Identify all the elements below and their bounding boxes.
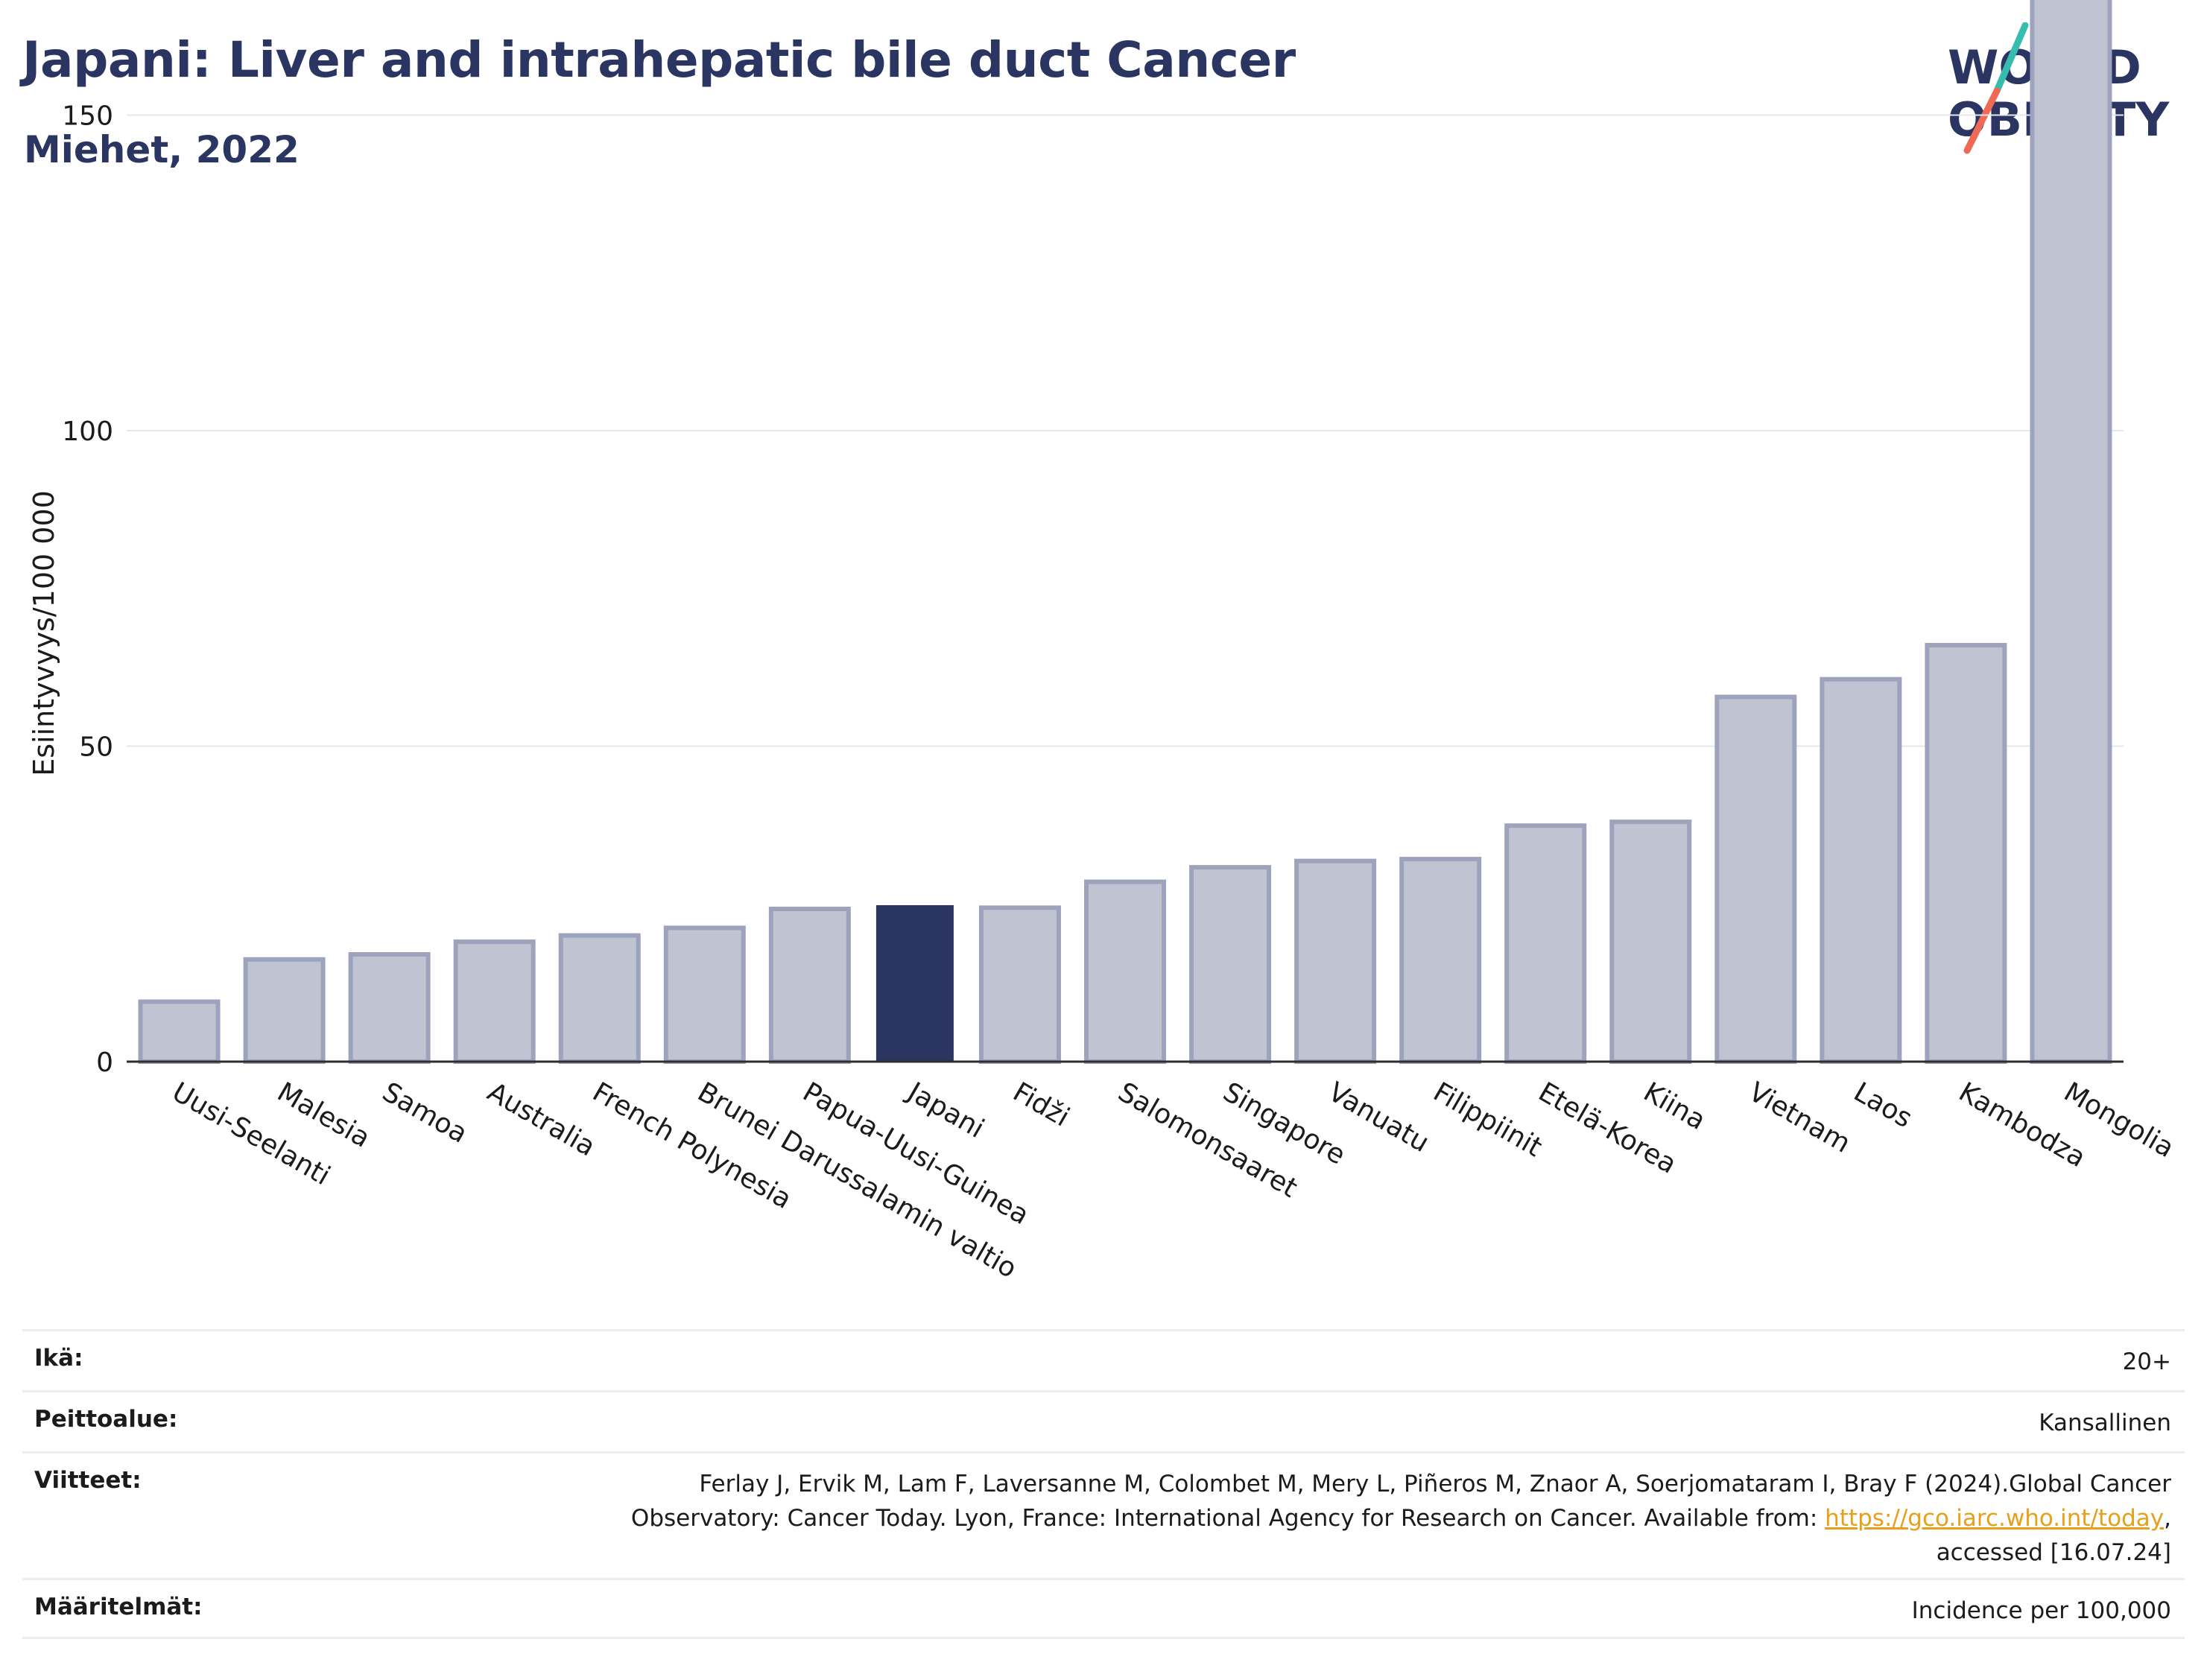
bars: [138, 0, 2112, 1065]
metadata-table: Ikä: 20+ Peittoalue: Kansallinen Viittee…: [22, 1329, 2185, 1639]
grid-lines: [127, 114, 2124, 747]
x-tick-label: Japani: [902, 1076, 989, 1144]
bar-french-polynesia[interactable]: [558, 933, 641, 1064]
x-tick-label: Samoa: [377, 1077, 472, 1150]
reference-line-3: accessed [16.07.24]: [1936, 1539, 2171, 1566]
bar-brunei-darussalamin-valtio[interactable]: [663, 925, 746, 1065]
x-tick-label: Australia: [482, 1077, 600, 1162]
bar-papua-uusi-guinea[interactable]: [768, 907, 851, 1064]
bar-vanuatu[interactable]: [1294, 858, 1377, 1065]
reference-line-2: Observatory: Cancer Today. Lyon, France:…: [630, 1505, 1825, 1532]
chart-subtitle: Miehet, 2022: [24, 128, 300, 171]
x-tick-label: Fidži: [1007, 1077, 1074, 1132]
meta-key: Määritelmät:: [34, 1594, 203, 1620]
x-tick-label: Laos: [1849, 1077, 1917, 1134]
chart-title: Japani: Liver and intrahepatic bile duct…: [22, 31, 1296, 89]
meta-key: Ikä:: [34, 1345, 83, 1372]
bar-filippiinit[interactable]: [1399, 857, 1482, 1065]
x-tick-label: French Polynesia: [587, 1077, 797, 1215]
bar-mongolia[interactable]: [2030, 0, 2112, 1064]
bar-singapore[interactable]: [1189, 865, 1272, 1065]
bar-fidži[interactable]: [978, 905, 1061, 1065]
reference-line-1: Ferlay J, Ervik M, Lam F, Laversanne M, …: [699, 1471, 2171, 1497]
meta-value: Incidence per 100,000: [1911, 1597, 2171, 1624]
x-tick-label: Salomonsaaret: [1113, 1077, 1302, 1204]
meta-key: Viitteet:: [34, 1467, 142, 1494]
bar-uusi-seelanti[interactable]: [138, 999, 221, 1065]
meta-row-definitions: Määritelmät: Incidence per 100,000: [22, 1578, 2185, 1639]
y-tick-label: 100: [62, 416, 113, 447]
bar-japani[interactable]: [875, 904, 954, 1062]
bar-samoa[interactable]: [348, 952, 431, 1065]
y-tick-label: 150: [62, 101, 113, 132]
x-tick-label: Kiina: [1638, 1077, 1711, 1136]
meta-key: Peittoalue:: [34, 1406, 178, 1433]
bar-laos[interactable]: [1820, 676, 1902, 1064]
meta-row-coverage: Peittoalue: Kansallinen: [22, 1390, 2185, 1451]
bar-australia[interactable]: [453, 939, 536, 1064]
meta-value: Kansallinen: [2039, 1410, 2171, 1436]
reference-link[interactable]: https://gco.iarc.who.int/today: [1825, 1505, 2165, 1532]
y-tick-label: 0: [96, 1047, 113, 1078]
x-tick-label: Vietnam: [1744, 1077, 1855, 1159]
meta-value: Ferlay J, Ervik M, Lam F, Laversanne M, …: [630, 1471, 2171, 1566]
meta-row-references: Viitteet: Ferlay J, Ervik M, Lam F, Lave…: [22, 1451, 2185, 1578]
bar-etelä-korea[interactable]: [1504, 823, 1587, 1065]
meta-value: 20+: [2122, 1348, 2171, 1375]
bar-salomonsaaret[interactable]: [1084, 879, 1166, 1064]
bar-malesia[interactable]: [243, 957, 326, 1065]
y-tick-label: 50: [79, 732, 113, 763]
bar-kiina[interactable]: [1609, 820, 1692, 1064]
bar-vietnam[interactable]: [1714, 694, 1797, 1065]
bar-kambodza[interactable]: [1925, 642, 2007, 1064]
y-axis-label: Esiintyvyys/100 000: [28, 490, 60, 776]
meta-row-age: Ikä: 20+: [22, 1329, 2185, 1390]
x-tick-label: Filippiinit: [1428, 1077, 1548, 1163]
